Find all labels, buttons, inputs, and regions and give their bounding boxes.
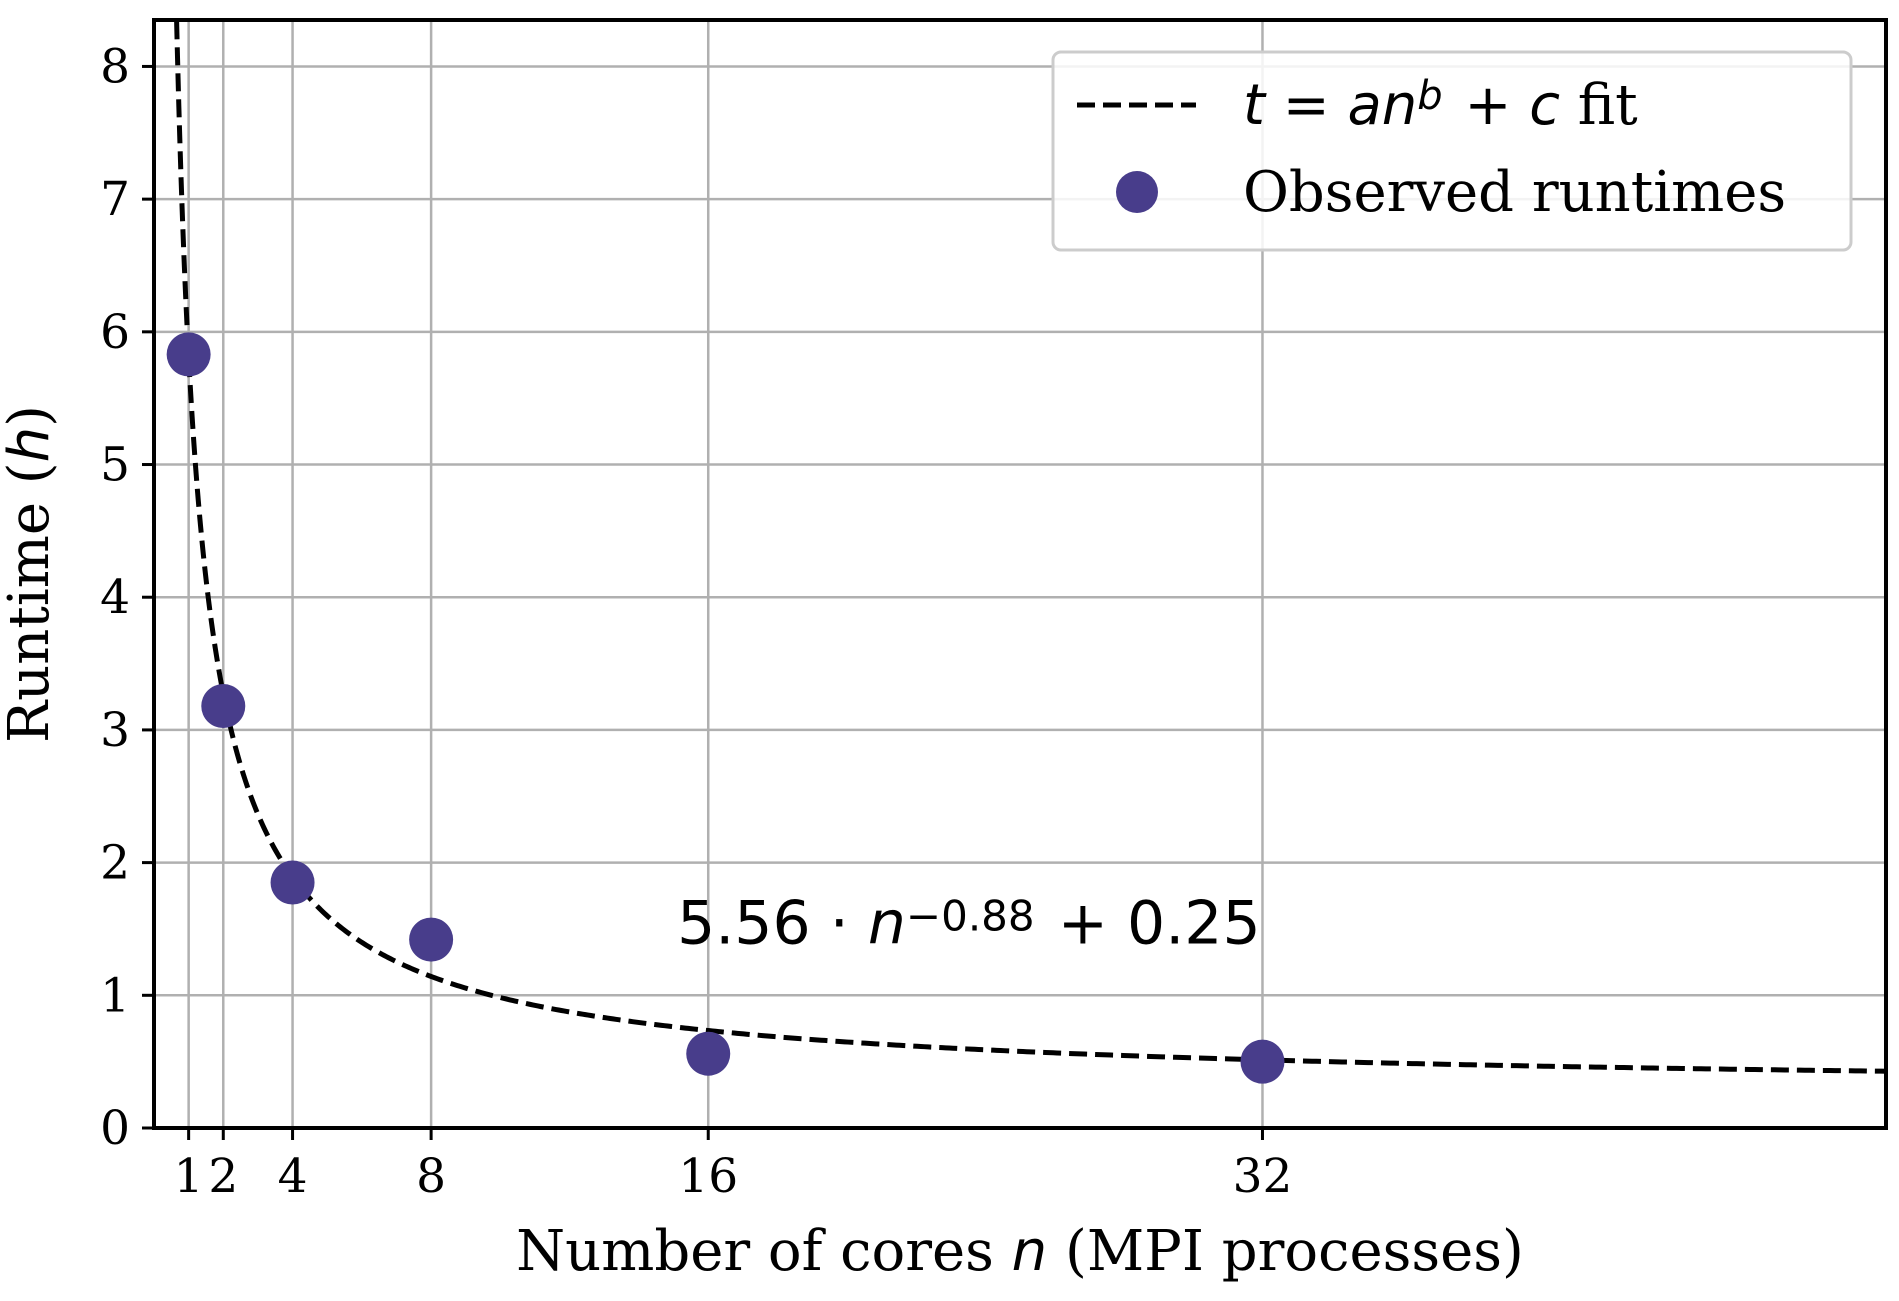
y-tick-label: 5: [100, 438, 130, 493]
y-tick-label: 4: [100, 570, 130, 625]
legend-box: [1051, 50, 1853, 252]
legend: t = anb + c fit Observed runtimes: [1051, 50, 1853, 252]
legend-observed-label: Observed runtimes: [1243, 160, 1786, 225]
y-tick-label: 2: [100, 836, 130, 891]
x-tick-label: 32: [1233, 1149, 1293, 1204]
x-axis-label: Number of cores n (MPI processes): [516, 1219, 1524, 1284]
observed-points-layer: [166, 332, 1285, 1084]
legend-fit-label: t = anb + c fit: [1243, 73, 1638, 138]
x-tick-label: 16: [678, 1149, 738, 1204]
observed-point: [686, 1031, 731, 1076]
observed-point: [1240, 1039, 1285, 1084]
observed-point: [409, 917, 454, 962]
legend-observed-swatch: [1116, 171, 1158, 213]
y-tick-label: 8: [100, 39, 130, 94]
x-tick-label: 2: [208, 1149, 238, 1204]
y-tick-label: 3: [100, 703, 130, 758]
y-axis-label: Runtime (h): [0, 405, 62, 743]
observed-point: [166, 332, 211, 377]
y-tick-label: 1: [100, 968, 130, 1023]
x-tick-label: 8: [416, 1149, 446, 1204]
y-tick-label: 7: [100, 172, 130, 227]
observed-point: [270, 860, 315, 905]
observed-point: [201, 684, 246, 729]
plot-frame: [152, 18, 1888, 1130]
y-axis-ticks: 0 1 2 3 4 5 6 7 8: [100, 39, 154, 1156]
fit-equation-annotation: 5.56 · n−0.88 + 0.25: [677, 889, 1261, 959]
x-axis-ticks: 1 2 4 8 16 32: [174, 1128, 1293, 1204]
fit-curve: [174, 21, 1887, 1074]
x-tick-label: 4: [278, 1149, 308, 1204]
fit-curve-layer: [174, 21, 1887, 1074]
x-tick-label: 1: [174, 1149, 204, 1204]
y-tick-label: 6: [100, 305, 130, 360]
y-tick-label: 0: [100, 1101, 130, 1156]
